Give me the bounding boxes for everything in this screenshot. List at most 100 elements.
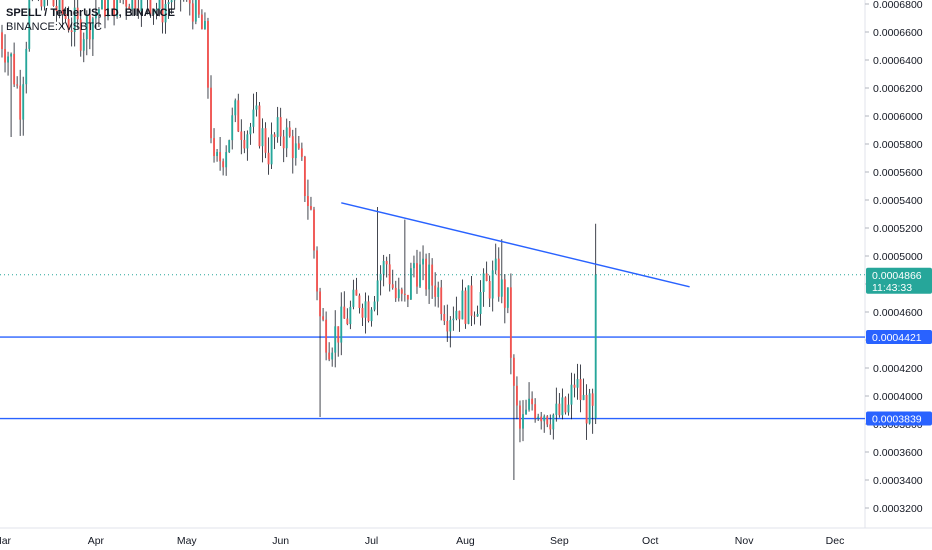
x-tick-label: Oct	[642, 535, 658, 547]
compare-symbol[interactable]: BINANCE:XVSBTC	[6, 21, 102, 33]
candle	[164, 0, 167, 34]
symbol-title[interactable]: SPELL / TetherUS, 1D, BINANCE	[6, 7, 175, 19]
candle-body	[303, 156, 306, 197]
candle	[297, 135, 300, 150]
candle-body	[297, 143, 300, 149]
candle	[134, 0, 137, 16]
candle	[440, 279, 443, 321]
candle-body	[258, 105, 261, 147]
candle	[394, 280, 397, 302]
candle-body	[204, 20, 206, 30]
candle-body	[558, 403, 561, 416]
candle	[391, 269, 394, 290]
candle	[43, 0, 46, 11]
candle	[270, 122, 273, 169]
candle-body	[213, 138, 215, 157]
candle	[573, 373, 576, 398]
current-price-label: 0.0004866	[872, 270, 922, 282]
candle-body	[276, 117, 279, 138]
y-tick-label: 0.0006400	[873, 55, 923, 67]
candle-body	[461, 290, 464, 320]
candle	[22, 76, 25, 136]
candle	[58, 0, 61, 19]
candle-body	[440, 287, 443, 315]
candle-body	[267, 152, 270, 165]
candle	[400, 287, 403, 302]
price-axis: 0.0006800 0.0006600 0.0006400 0.0006200 0.00…	[865, 0, 923, 515]
y-tick-label: 0.0006600	[873, 27, 923, 39]
candle	[519, 400, 521, 443]
candle-body	[413, 263, 415, 269]
candle	[452, 306, 455, 331]
candle-body	[313, 209, 315, 251]
candle-body	[4, 49, 6, 63]
candle-body	[397, 289, 400, 299]
x-tick-label: Sep	[550, 535, 569, 547]
candle-body	[482, 273, 485, 293]
candle-body	[543, 416, 546, 422]
candle	[13, 42, 16, 88]
candle	[237, 93, 240, 133]
candle	[522, 400, 524, 442]
candle	[540, 411, 543, 430]
candle-body	[306, 196, 309, 207]
candle-body	[240, 131, 243, 140]
candle-body	[328, 352, 331, 360]
candle	[567, 393, 570, 416]
candle-body	[67, 18, 70, 31]
candle-body	[400, 289, 403, 294]
candle	[61, 0, 64, 29]
candle-body	[131, 0, 134, 10]
candle-body	[252, 109, 255, 127]
candle	[91, 16, 94, 56]
level-badge	[866, 411, 932, 426]
candle	[31, 0, 33, 2]
candle-body	[576, 379, 579, 388]
candle	[500, 239, 503, 304]
y-tick-label: 0.0004200	[873, 363, 923, 375]
candle-body	[40, 0, 43, 7]
chart-legend[interactable]: SPELL / TetherUS, 1D, BINANCE BINANCE:XV…	[6, 6, 175, 34]
candle	[373, 296, 376, 312]
y-tick-label: 0.0003600	[873, 447, 923, 459]
candle-body	[385, 260, 388, 265]
candle-body	[234, 100, 237, 116]
candle	[288, 121, 291, 138]
candle	[491, 260, 494, 312]
candle	[306, 179, 309, 220]
candle	[313, 206, 315, 259]
candle	[207, 17, 209, 99]
candle	[146, 0, 148, 15]
candle-body	[540, 416, 543, 422]
candle-body	[88, 14, 91, 40]
candle-body	[497, 258, 500, 297]
candle-body	[570, 384, 573, 405]
candle	[506, 287, 509, 314]
candle	[76, 0, 79, 29]
candle	[97, 7, 100, 28]
candle	[331, 347, 334, 367]
candle	[158, 0, 161, 17]
candle-body	[358, 295, 361, 308]
candle	[264, 122, 267, 159]
candle-body	[161, 0, 164, 23]
candle	[16, 76, 19, 89]
candle-body	[28, 0, 31, 49]
candle-body	[564, 397, 567, 413]
candle	[576, 363, 579, 400]
candle-body	[243, 139, 246, 149]
candle-body	[76, 7, 79, 20]
candle-body	[79, 19, 82, 51]
candle	[186, 0, 188, 2]
candle-body	[134, 0, 137, 9]
candle	[528, 382, 531, 412]
candle	[379, 265, 382, 296]
candle-body	[464, 290, 467, 324]
candle	[434, 272, 437, 307]
candle-body	[200, 14, 203, 30]
candle	[422, 245, 424, 281]
candle-body	[519, 405, 521, 429]
x-tick-label: Apr	[88, 535, 105, 547]
candle-body	[140, 0, 143, 12]
